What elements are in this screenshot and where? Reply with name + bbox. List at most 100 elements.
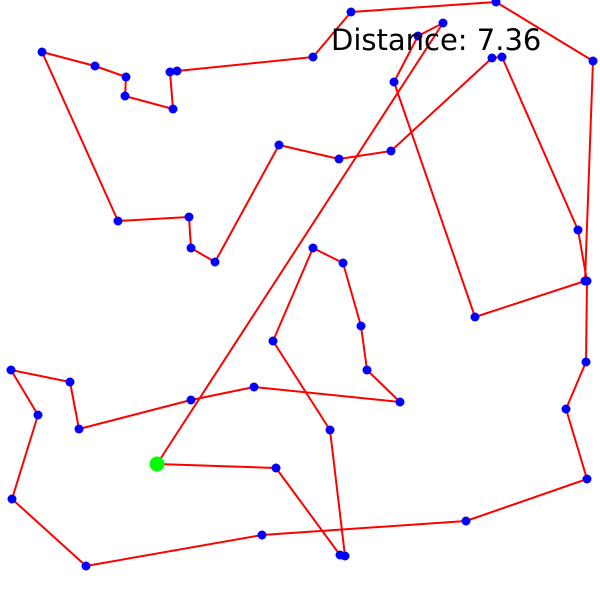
city-marker	[274, 140, 284, 150]
city-marker	[257, 530, 267, 540]
tour-edge	[312, 11, 352, 58]
city-marker	[338, 258, 348, 268]
city-marker	[491, 0, 501, 7]
tour-edge	[176, 56, 314, 72]
tour-edge	[495, 1, 594, 62]
tour-edge	[169, 71, 174, 110]
city-marker	[90, 61, 100, 71]
city-marker	[582, 474, 592, 484]
tour-edge	[565, 361, 587, 410]
tour-edge	[41, 51, 96, 67]
city-marker	[581, 357, 591, 367]
tour-edge	[124, 95, 174, 110]
tour-edge	[78, 399, 192, 430]
city-marker	[346, 7, 356, 17]
city-marker	[588, 56, 598, 66]
city-marker	[33, 410, 43, 420]
city-marker	[184, 212, 194, 222]
tour-edge	[501, 56, 579, 231]
city-marker	[580, 276, 590, 286]
tour-edge	[390, 57, 493, 152]
city-marker	[461, 516, 471, 526]
city-marker	[74, 424, 84, 434]
city-marker	[340, 551, 350, 561]
tour-edge	[188, 216, 192, 249]
city-marker	[325, 425, 335, 435]
tour-edge	[312, 247, 344, 264]
city-marker	[497, 52, 507, 62]
city-marker	[362, 365, 372, 375]
tour-edge	[156, 22, 444, 465]
city-marker	[438, 18, 448, 28]
tour-edge	[117, 216, 190, 222]
city-marker	[65, 377, 75, 387]
tour-edge	[253, 386, 401, 403]
city-marker	[487, 53, 497, 63]
tour-edge	[190, 386, 255, 401]
tour-edge	[278, 144, 340, 160]
tour-edge	[360, 325, 368, 371]
tour-edge	[10, 369, 39, 416]
tour-edge	[338, 150, 392, 160]
tour-edge	[272, 247, 314, 342]
city-marker	[413, 31, 423, 41]
tour-edge	[584, 60, 594, 282]
tour-edge	[85, 534, 263, 567]
city-marker	[210, 257, 220, 267]
tour-edge	[69, 381, 80, 430]
tour-edge	[585, 280, 588, 363]
tour-edge	[190, 247, 216, 263]
tour-edge	[272, 340, 331, 431]
city-marker	[6, 365, 16, 375]
tour-edge	[11, 414, 39, 500]
city-marker	[81, 561, 91, 571]
tour-edge	[214, 144, 280, 263]
tour-edge	[261, 520, 467, 536]
city-marker	[168, 104, 178, 114]
tour-edge	[565, 408, 588, 480]
city-marker	[308, 243, 318, 253]
city-marker	[120, 91, 130, 101]
tour-edge	[366, 369, 401, 403]
tour-edge	[275, 467, 341, 556]
tour-edge	[156, 463, 277, 469]
city-marker	[271, 463, 281, 473]
city-marker	[186, 395, 196, 405]
city-marker	[308, 52, 318, 62]
start-city-marker	[149, 456, 165, 472]
tour-edge	[11, 498, 87, 567]
city-marker	[334, 154, 344, 164]
tour-edge	[417, 22, 444, 37]
tour-edge	[393, 81, 476, 318]
city-marker	[37, 47, 47, 57]
tour-edge	[342, 262, 362, 327]
city-marker	[121, 72, 131, 82]
tour-edge	[350, 1, 497, 13]
city-marker	[386, 146, 396, 156]
city-marker	[249, 382, 259, 392]
city-marker	[573, 225, 583, 235]
tour-edge	[41, 51, 119, 222]
tour-edge	[10, 369, 71, 383]
city-marker	[186, 243, 196, 253]
tour-edges	[10, 1, 594, 567]
city-marker	[172, 66, 182, 76]
tour-cities	[6, 0, 598, 571]
city-marker	[561, 404, 571, 414]
city-marker	[268, 336, 278, 346]
city-marker	[113, 216, 123, 226]
city-marker	[395, 397, 405, 407]
city-marker	[356, 321, 366, 331]
tour-edge	[465, 478, 588, 522]
tour-edge	[474, 280, 586, 318]
distance-label: Distance: 7.36	[331, 23, 542, 57]
city-marker	[470, 312, 480, 322]
tour-edge	[94, 65, 127, 78]
city-marker	[7, 494, 17, 504]
tour-edge	[393, 35, 419, 83]
tour-edge	[329, 429, 346, 557]
city-marker	[389, 77, 399, 87]
city-marker	[165, 67, 175, 77]
